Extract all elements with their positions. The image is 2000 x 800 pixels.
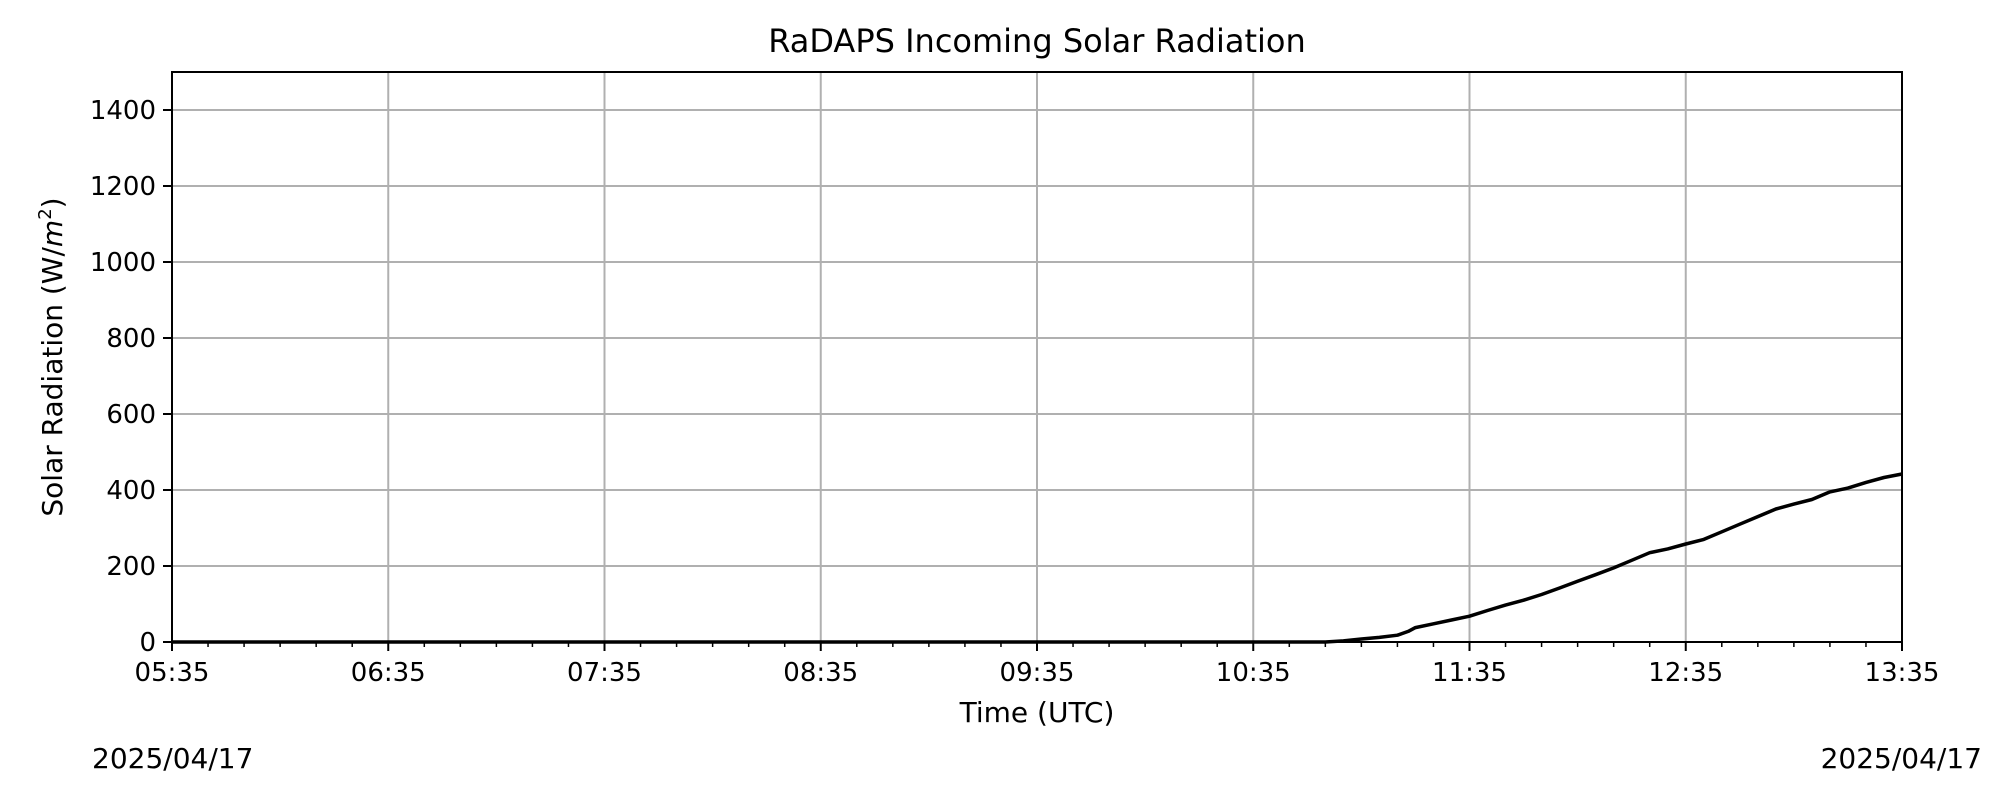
x-tick-label: 11:35: [1432, 658, 1507, 688]
axis-ticks: 0 200 400 600 800 1000 1200 1400 05:35 06:35 07:35…: [90, 96, 1940, 688]
y-tick-label: 1400: [90, 96, 156, 126]
x-tick-label: 09:35: [1000, 658, 1075, 688]
end-date-label: 2025/04/17: [1821, 742, 1982, 775]
y-tick-label: 0: [139, 628, 156, 658]
y-tick-label: 600: [106, 400, 156, 430]
y-axis-label: Solar Radiation (W/m2): [35, 197, 69, 516]
start-date-label: 2025/04/17: [92, 742, 253, 775]
x-tick-label: 05:35: [135, 658, 210, 688]
y-axis-label-exponent: 2: [35, 208, 56, 219]
data-series: [172, 472, 1903, 644]
y-tick-label: 1000: [90, 248, 156, 278]
x-tick-label: 12:35: [1648, 658, 1723, 688]
gridlines: [171, 72, 1903, 643]
y-tick-label: 200: [106, 552, 156, 582]
x-tick-label: 10:35: [1216, 658, 1291, 688]
y-axis-label-prefix: Solar Radiation (W/: [36, 247, 69, 517]
y-tick-label: 800: [106, 324, 156, 354]
x-tick-label: 08:35: [783, 658, 858, 688]
y-axis-label-unit: m: [36, 220, 69, 247]
x-axis-label: Time (UTC): [959, 696, 1115, 729]
y-tick-label: 1200: [90, 172, 156, 202]
x-tick-label: 06:35: [351, 658, 426, 688]
solar-radiation-line: [172, 472, 1903, 644]
y-axis-label-suffix: ): [36, 197, 69, 208]
y-tick-label: 400: [106, 476, 156, 506]
x-tick-label: 13:35: [1865, 658, 1940, 688]
x-tick-label: 07:35: [567, 658, 642, 688]
chart-title: RaDAPS Incoming Solar Radiation: [768, 22, 1306, 60]
